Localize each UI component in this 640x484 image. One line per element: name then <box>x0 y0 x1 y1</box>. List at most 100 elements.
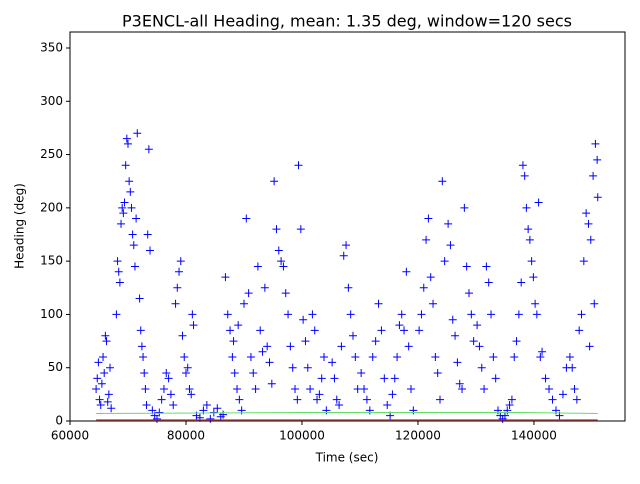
data-point <box>460 203 469 212</box>
y-tick-label: 350 <box>40 40 63 54</box>
data-point <box>239 299 248 308</box>
data-point <box>584 219 593 228</box>
data-point <box>451 331 460 340</box>
data-point <box>308 310 317 319</box>
data-point <box>532 310 541 319</box>
data-point <box>94 358 103 367</box>
data-point <box>517 278 526 287</box>
data-point <box>315 390 324 399</box>
data-point <box>507 395 516 404</box>
x-tick-label: 120000 <box>395 429 441 443</box>
data-point <box>489 353 498 362</box>
data-point <box>317 374 326 383</box>
data-point <box>572 395 581 404</box>
data-point <box>577 310 586 319</box>
data-point <box>92 385 101 394</box>
data-point <box>294 161 303 170</box>
data-point <box>426 273 435 282</box>
data-point <box>299 315 308 324</box>
data-point <box>181 369 190 378</box>
data-point <box>527 257 536 266</box>
data-point <box>448 315 457 324</box>
data-point <box>272 225 281 234</box>
data-point <box>397 310 406 319</box>
data-point <box>176 257 185 266</box>
data-point <box>256 326 265 335</box>
data-point <box>219 410 228 419</box>
data-point <box>123 139 132 148</box>
data-point <box>591 139 600 148</box>
data-point <box>112 310 121 319</box>
data-point <box>482 262 491 271</box>
data-point <box>541 374 550 383</box>
data-line <box>96 411 598 415</box>
x-tick-label: 80000 <box>167 429 205 443</box>
data-point <box>415 326 424 335</box>
data-point <box>206 414 215 423</box>
data-point <box>258 347 267 356</box>
data-point <box>400 326 409 335</box>
y-tick-label: 300 <box>40 94 63 108</box>
data-point <box>135 294 144 303</box>
data-point <box>126 187 135 196</box>
data-point <box>582 209 591 218</box>
data-point <box>332 395 341 404</box>
data-point <box>127 203 136 212</box>
data-point <box>469 337 478 346</box>
data-point <box>263 342 272 351</box>
data-point <box>106 363 115 372</box>
data-point <box>446 241 455 250</box>
data-point <box>342 241 351 250</box>
data-point <box>234 321 243 330</box>
data-point <box>380 374 389 383</box>
data-point <box>129 241 138 250</box>
data-point <box>188 310 197 319</box>
data-point <box>146 246 155 255</box>
data-point <box>166 390 175 399</box>
chart-title: P3ENCL-all Heading, mean: 1.35 deg, wind… <box>122 12 572 31</box>
data-point <box>377 326 386 335</box>
y-tick-label: 150 <box>40 254 63 268</box>
data-point <box>383 401 392 410</box>
data-point <box>143 230 152 239</box>
data-point <box>122 134 131 143</box>
data-point <box>235 395 244 404</box>
data-point <box>244 289 253 298</box>
data-point <box>503 406 512 415</box>
data-point <box>117 219 126 228</box>
data-point <box>249 369 258 378</box>
y-tick-label: 50 <box>48 360 63 374</box>
data-point <box>152 414 161 423</box>
data-point <box>386 411 395 420</box>
x-tick-label: 60000 <box>51 429 89 443</box>
data-point <box>303 363 312 372</box>
data-point <box>130 262 139 271</box>
data-point <box>137 342 146 351</box>
data-point <box>104 390 113 399</box>
data-point <box>93 374 102 383</box>
data-point <box>529 273 538 282</box>
data-point <box>157 395 166 404</box>
y-axis-label: Heading (deg) <box>13 183 27 269</box>
y-tick-label: 100 <box>40 307 63 321</box>
data-point <box>101 331 110 340</box>
data-point <box>360 385 369 394</box>
data-point <box>125 177 134 186</box>
data-point <box>339 251 348 260</box>
data-point <box>281 289 290 298</box>
data-point <box>586 235 595 244</box>
data-point <box>512 337 521 346</box>
data-point <box>491 374 500 383</box>
data-point <box>279 262 288 271</box>
data-point <box>593 193 602 202</box>
data-point <box>133 129 142 138</box>
data-point <box>233 385 242 394</box>
data-point <box>462 262 471 271</box>
data-point <box>226 326 235 335</box>
data-point <box>565 353 574 362</box>
data-point <box>484 278 493 287</box>
data-point <box>402 267 411 276</box>
y-tick-label: 250 <box>40 147 63 161</box>
data-point <box>140 369 149 378</box>
